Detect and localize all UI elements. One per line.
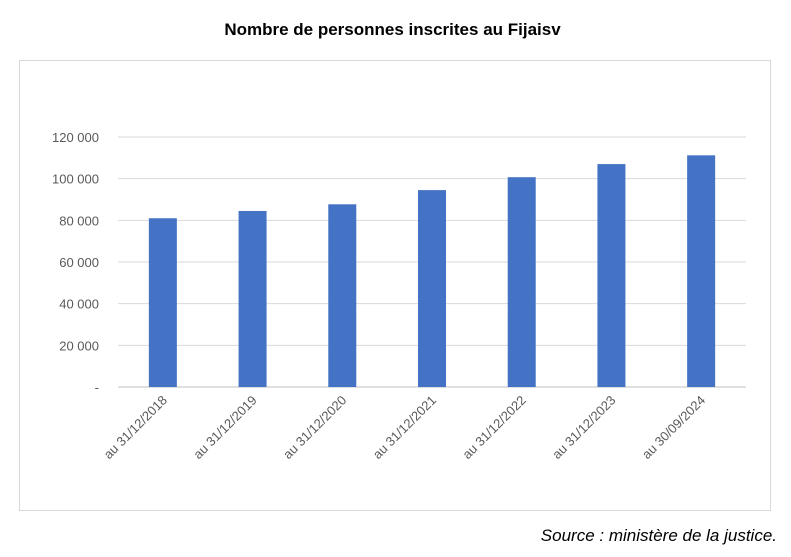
chart-frame xyxy=(19,60,771,511)
y-tick-label: 20 000 xyxy=(59,338,99,353)
bar xyxy=(687,155,716,387)
bar xyxy=(418,190,446,387)
y-tick-label: - xyxy=(95,380,99,395)
bar xyxy=(238,210,267,387)
x-tick-label: au 30/09/2024 xyxy=(639,393,708,462)
source-note: Source : ministère de la justice. xyxy=(540,526,777,545)
chart-title: Nombre de personnes inscrites au Fijaisv xyxy=(224,20,561,39)
y-tick-label: 60 000 xyxy=(59,255,99,270)
y-tick-label: 80 000 xyxy=(59,213,99,228)
bar xyxy=(597,164,626,387)
bar xyxy=(148,218,177,387)
x-tick-label: au 31/12/2020 xyxy=(280,393,349,462)
x-tick-label: au 31/12/2019 xyxy=(190,393,259,462)
y-tick-label: 100 000 xyxy=(52,172,99,187)
y-tick-label: 40 000 xyxy=(59,297,99,312)
bar xyxy=(507,177,536,387)
y-tick-label: 120 000 xyxy=(52,130,99,145)
bar xyxy=(328,204,357,387)
x-tick-label: au 31/12/2021 xyxy=(370,393,439,462)
x-tick-label: au 31/12/2022 xyxy=(459,393,528,462)
x-tick-label: au 31/12/2023 xyxy=(549,393,618,462)
x-tick-label: au 31/12/2018 xyxy=(101,393,170,462)
